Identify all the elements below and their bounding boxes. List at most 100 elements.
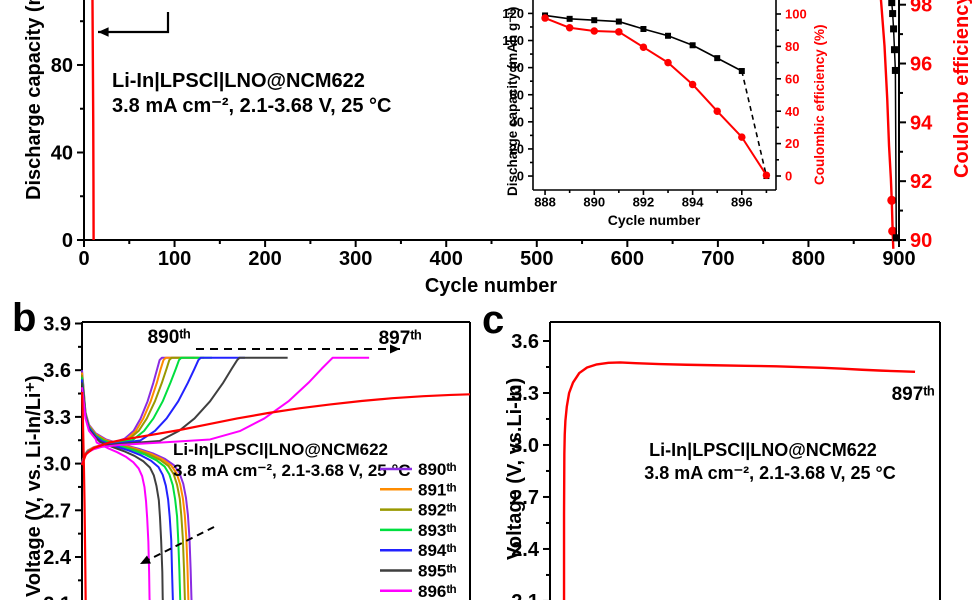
discharge-capacity-failure-drop-marker [888,0,896,7]
inset-coulombic-efficiency-marker [615,28,623,36]
charge-897th-line [80,393,471,466]
discharge-896th-line [81,387,151,600]
inset-coulombic-efficiency-marker [688,80,697,89]
panel-a-main-y-axis-title-left: Discharge capacity (mAh g⁻¹) [23,0,45,200]
panel-a-inset-tick-label: 896 [731,195,753,210]
coulomb-efficiency-failure-drop-marker [888,226,898,236]
discharge-capacity-failure-drop-marker [889,10,897,18]
inset-discharge-capacity-marker [714,55,721,62]
panel-a-inset-tick-label: 888 [534,195,556,210]
panel-b-tick-label: 2.4 [43,547,72,569]
panel-a-main-tick-label: 94 [910,112,933,134]
panel-c-cycle-annotation: 897ᵗʰ [892,384,935,405]
panel-c-tick-label: 2.4 [511,539,540,561]
panel-a-main-tick-label: 200 [248,248,281,270]
panel-a-main-condition-label: 3.8 mA cm⁻², 2.1-3.68 V, 25 °C [112,95,391,117]
inset-coulombic-efficiency-marker [590,27,598,35]
panel-b-tick-label: 2.7 [43,500,71,522]
legend-label-896ᵗʰ: 896ᵗʰ [418,582,456,600]
panel-a-main-tick-label: 100 [158,248,191,270]
discharge-capacity-failure-drop-marker [891,66,899,74]
panel-b-cycle-start-annotation: 890ᵗʰ [148,327,191,348]
panel-a-inset-tick-label: 120 [502,6,524,21]
panel-b-letter: b [12,296,37,340]
panel-b-tick-label: 3.9 [43,313,71,335]
panel-c-tick-label: 3.6 [511,331,539,353]
legend-label-891ᵗʰ: 891ᵗʰ [418,480,456,499]
panel-c-letter: c [482,298,505,342]
panel-a-main-tick-label: 0 [78,248,89,270]
panel-b-tick-label: 3.6 [43,360,71,382]
inset-discharge-capacity-marker [665,32,672,39]
panel-c-y-axis-title-left: Voltage (V, vs.Li-In) [504,378,526,560]
panel-a-inset-inset-y-axis-title-right: Coulombic efficiency (%) [812,24,827,185]
left-axis-pointer-arrow [98,12,170,34]
capacity-fade-arrow-head [140,555,151,564]
panel-a-main-x-axis-title: Cycle number [425,275,557,297]
panel-a-inset-tick-label: 40 [510,114,524,129]
panel-a-main-cell-label: Li-In|LPSCl|LNO@NCM622 [112,70,365,92]
cycle-progression-arrow-head [390,344,400,354]
inset-discharge-capacity-marker [591,17,598,24]
discharge-895th-line [81,382,164,600]
panel-b-cell-label: Li-In|LPSCl|LNO@NCM622 [173,440,388,459]
panel-a-main-tick-label: 700 [701,248,734,270]
panel-c-cell-label: Li-In|LPSCl|LNO@NCM622 [649,440,877,460]
panel-a-main-tick-label: 0 [62,230,73,252]
panel-a-inset-inset-x-axis-title: Cycle number [608,212,701,228]
panel-b-cycle-end-annotation: 897ᵗʰ [379,328,422,349]
panel-a-inset-tick-label: 80 [510,60,524,75]
panel-b-tick-label: 3.0 [43,454,71,476]
panel-a-inset-tick-label: 80 [785,39,799,54]
inset-discharge-capacity-final-drop-line [741,70,768,177]
inset-coulombic-efficiency-marker [565,24,574,32]
discharge-892th-line [81,374,186,600]
panel-b-tick-label: 2.1 [43,594,71,600]
panel-a-main-tick-label: 40 [51,142,73,164]
legend-label-895ᵗʰ: 895ᵗʰ [418,561,456,580]
inset-coulombic-efficiency-marker [713,107,721,115]
panel-a-main-tick-label: 92 [910,171,932,193]
legend-label-894ᵗʰ: 894ᵗʰ [418,541,456,560]
panel-b-y-axis-title-left: Voltage (V, vs. Li-In/Li⁺) [23,375,45,597]
inset-coulombic-efficiency-marker [664,58,672,67]
panel-a-inset-tick-label: 100 [785,7,807,22]
inset-coulombic-efficiency-marker [541,14,549,22]
discharge-897th-line [80,391,87,600]
inset-coulombic-efficiency-marker [738,133,746,141]
panel-a-inset-tick-label: 0 [517,169,524,184]
capacity-fade-arrow [139,526,215,565]
inset-discharge-capacity-marker [640,26,647,33]
panel-c-tick-label: 2.1 [511,591,539,600]
panel-a-inset-tick-label: 20 [510,141,524,156]
legend-label-893ᵗʰ: 893ᵗʰ [418,521,456,540]
inset-discharge-capacity-marker [615,18,622,25]
panel-c-tick-label: 3.3 [511,383,539,405]
panel-a-main-tick-label: 98 [910,0,932,17]
panel-b-tick-label: 3.3 [43,407,71,429]
panel-a-main-y-axis-title-right: Coulomb efficiency (%) [951,0,973,178]
charge-897th-vs-li-in-line [562,361,916,600]
discharge-capacity-failure-drop-marker [890,25,898,33]
panel-a-main-tick-label: 300 [339,248,372,270]
panel-a-inset-tick-label: 894 [682,195,704,210]
panel-a-inset-tick-label: 20 [785,136,799,151]
inset-discharge-capacity-line [544,14,743,72]
panel-a-main-tick-label: 96 [910,54,932,76]
coulomb-efficiency-failure-drop-marker [887,195,897,205]
panel-a-main-tick-label: 500 [520,248,553,270]
panel-a-main-tick-label: 900 [882,248,915,270]
panel-c-tick-label: 3.0 [511,435,539,457]
panel-a-inset-tick-label: 60 [785,71,799,86]
panel-a-main-tick-label: 600 [611,248,644,270]
coulomb-efficiency-failure-drop-line [879,0,895,249]
panel-b-condition-label: 3.8 mA cm⁻², 2.1-3.68 V, 25 °C [173,461,411,480]
left-axis-pointer-arrow-head [98,27,109,37]
panel-c-tick-label: 2.7 [511,487,539,509]
panel-a-inset-tick-label: 0 [785,169,792,184]
panel-a-inset-tick-label: 40 [785,104,799,119]
legend-label-890ᵗʰ: 890ᵗʰ [418,460,456,479]
panel-a-main-tick-label: 800 [792,248,825,270]
